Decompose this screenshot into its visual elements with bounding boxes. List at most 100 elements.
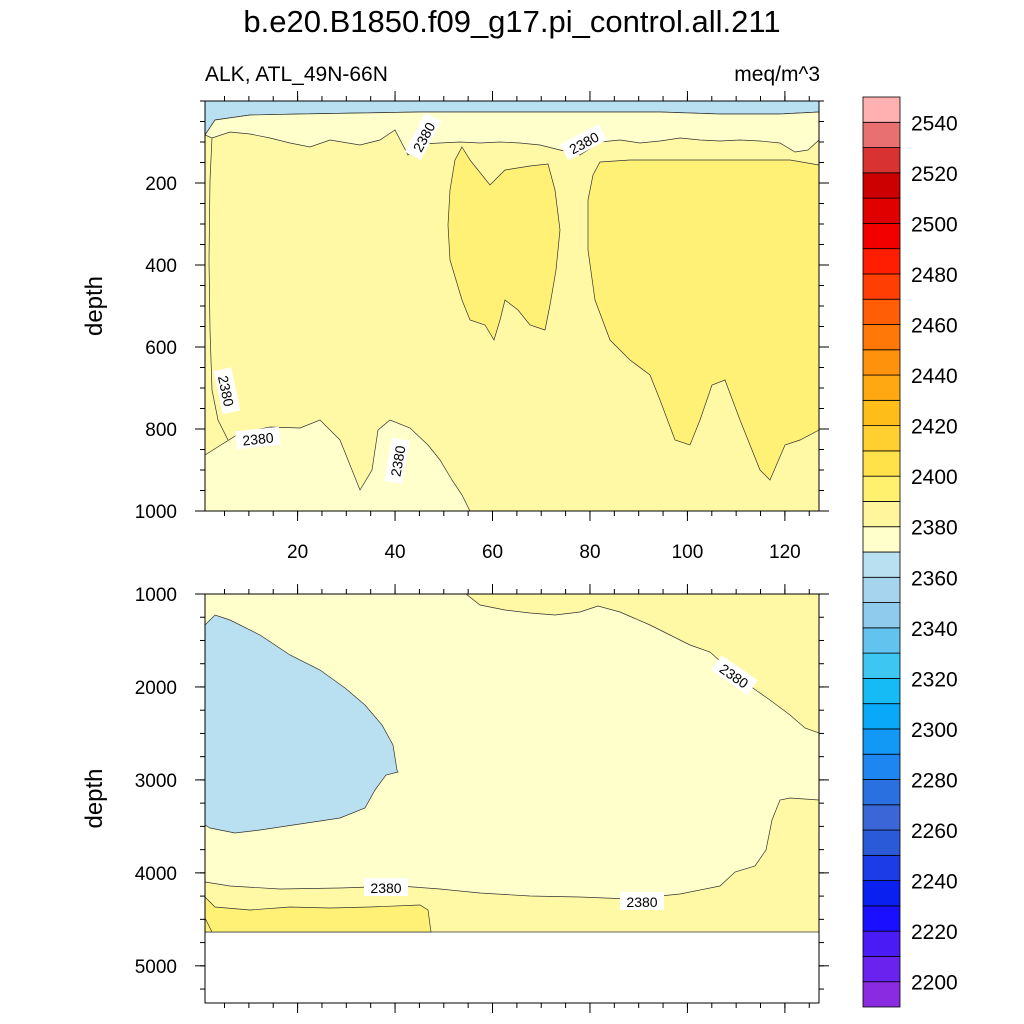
colorbar: 2200 2220 2240 2260 2280 2300 2320 2340 2360 2380… — [862, 96, 958, 1008]
contour-label-text: 2380 — [370, 880, 401, 896]
y-tick-label: 800 — [145, 420, 177, 441]
colorbar-box — [862, 450, 901, 477]
contour-label: 2380 — [620, 892, 664, 910]
contour-label-bg — [620, 892, 664, 910]
colorbar-box — [862, 677, 901, 705]
colorbar-box — [862, 147, 901, 174]
colorbar-box — [862, 324, 901, 351]
contour-label-text: 2380 — [387, 444, 408, 478]
colorbar-box — [862, 374, 901, 401]
colorbar-box — [862, 121, 901, 148]
colorbar-label: 2360 — [911, 567, 958, 590]
colorbar-box — [862, 197, 901, 224]
y-axis-label: depth — [81, 276, 108, 336]
colorbar-box — [862, 905, 901, 932]
y-tick-label: 2000 — [135, 678, 177, 699]
lower-fill-2390-2400-patch — [205, 896, 432, 933]
x-tick-label: 120 — [769, 542, 801, 563]
colorbar-label: 2260 — [911, 820, 958, 843]
upper-fill-2390-2400-core-a — [447, 146, 561, 341]
colorbar-box — [862, 96, 901, 123]
left-subtitle: ALK, ATL_49N-66N — [205, 63, 388, 86]
colorbar-box — [862, 475, 901, 502]
x-tick-label: 80 — [579, 542, 600, 563]
colorbar-box — [862, 399, 901, 427]
colorbar-label: 2540 — [911, 112, 958, 135]
colorbar-box — [862, 829, 901, 856]
y-tick-label: 4000 — [135, 864, 177, 885]
lower-fill-2360-2370-lens — [205, 614, 399, 834]
colorbar-box — [862, 551, 901, 578]
colorbar-label: 2220 — [911, 921, 958, 944]
y-tick-label: 400 — [145, 256, 177, 277]
colorbar-label: 2400 — [911, 466, 958, 489]
colorbar-box — [862, 349, 901, 376]
colorbar-label: 2460 — [911, 315, 958, 338]
colorbar-label: 2200 — [911, 972, 958, 995]
contour-label-bg — [364, 878, 408, 896]
colorbar-label: 2240 — [911, 871, 958, 894]
lower-contour-2400-corner — [205, 917, 213, 933]
y-tick-label: 1000 — [135, 502, 177, 523]
x-tick-label: 60 — [482, 542, 503, 563]
colorbar-box — [862, 981, 901, 1008]
contour-label-bg — [404, 112, 442, 161]
colorbar-box — [862, 728, 901, 755]
contour-label: 2380 — [384, 437, 410, 485]
contour-label-bg — [559, 123, 608, 161]
colorbar-box — [862, 779, 901, 806]
contour-label: 2380 — [235, 426, 281, 450]
colorbar-box — [862, 298, 901, 325]
contour-label: 2380 — [213, 367, 241, 415]
x-tick-label: 20 — [287, 542, 308, 563]
colorbar-box — [862, 703, 901, 730]
upper-contour-2380-left — [208, 137, 229, 441]
y-tick-label: 1000 — [135, 585, 177, 606]
colorbar-box — [862, 652, 901, 679]
upper-fill-2390-2400-core-b — [587, 159, 819, 481]
colorbar-label: 2420 — [911, 416, 958, 439]
colorbar-box — [862, 627, 901, 654]
colorbar-box — [862, 222, 901, 250]
contour-label-text: 2380 — [242, 429, 275, 448]
y-tick-label: 5000 — [135, 957, 177, 978]
colorbar-box — [862, 501, 901, 528]
colorbar-box — [862, 753, 901, 780]
colorbar-label: 2300 — [911, 719, 958, 742]
y-tick-label: 600 — [145, 338, 177, 359]
contour-label-bg — [384, 437, 410, 485]
colorbar-label: 2280 — [911, 770, 958, 793]
colorbar-box — [862, 248, 901, 275]
x-tick-label: 100 — [672, 542, 704, 563]
contour-label-text: 2380 — [626, 894, 657, 910]
colorbar-label: 2500 — [911, 213, 958, 236]
colorbar-box — [862, 956, 901, 983]
lower-fill-2380-2390-upper-right — [465, 594, 819, 734]
colorbar-label: 2520 — [911, 163, 958, 186]
colorbar-label: 2340 — [911, 618, 958, 641]
upper-panel — [205, 101, 819, 511]
colorbar-box — [862, 576, 901, 603]
colorbar-label: 2320 — [911, 668, 958, 691]
contour-label-text: 2380 — [215, 374, 237, 408]
colorbar-box — [862, 425, 901, 452]
x-tick-label: 40 — [384, 542, 405, 563]
y-axis-label: depth — [81, 768, 108, 828]
colorbar-label: 2440 — [911, 365, 958, 388]
lower-panel — [205, 594, 819, 1003]
lower-axes: 1000 2000 3000 4000 5000 depth — [81, 584, 829, 1013]
chart-title: b.e20.B1850.f09_g17.pi_control.all.211 — [243, 4, 781, 39]
colorbar-box — [862, 172, 901, 199]
colorbar-box — [862, 526, 901, 553]
y-tick-label: 3000 — [135, 771, 177, 792]
contour-label-bg — [235, 426, 281, 450]
colorbar-box — [862, 273, 901, 300]
colorbar-box — [862, 854, 901, 882]
y-tick-label: 200 — [145, 174, 177, 195]
lower-plot-frame — [204, 593, 820, 1004]
contour-label-bg — [213, 367, 241, 415]
colorbar-box — [862, 880, 901, 907]
contour-label-bg — [711, 655, 758, 696]
units-subtitle: meq/m^3 — [734, 63, 820, 86]
